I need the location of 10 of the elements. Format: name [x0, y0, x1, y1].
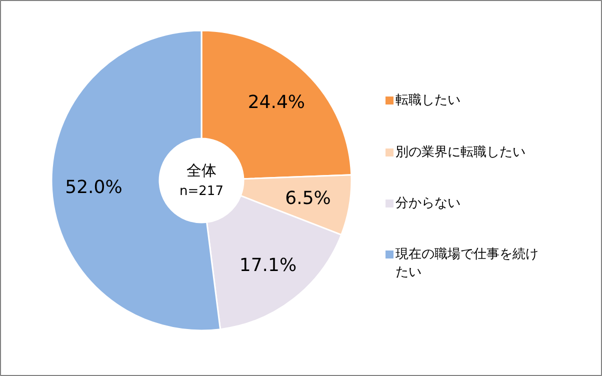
legend-label: 現在の職場で仕事を続けたい	[396, 247, 538, 280]
data-label: 24.4%	[248, 92, 306, 114]
text: n=217	[180, 184, 224, 199]
text: 全体	[186, 162, 216, 180]
legend-label: 転職したい	[396, 93, 460, 108]
data-label: 6.5%	[285, 188, 331, 209]
data-label: 17.1%	[239, 255, 297, 276]
legend-label: 別の業界に転職したい	[396, 145, 526, 160]
legend-label: 分からない	[396, 196, 460, 211]
data-label: 52.0%	[65, 176, 122, 198]
